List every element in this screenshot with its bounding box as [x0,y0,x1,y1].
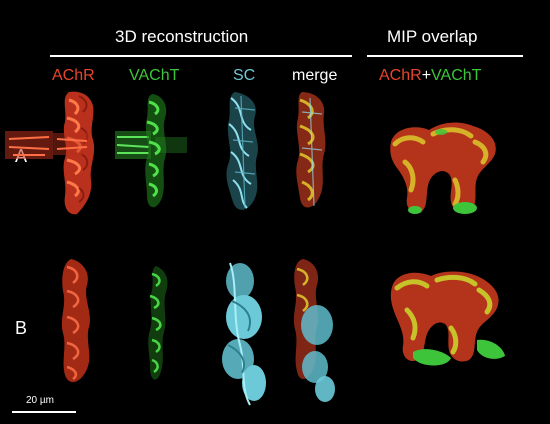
column-label-vacht: VAChT [129,67,180,84]
panel-a-vacht [145,94,167,208]
header-rule-mip [367,55,523,57]
mip-label-vacht: VAChT [431,67,482,84]
header-rule-3d [50,55,352,57]
scale-bar [12,411,76,413]
panel-b-mip-overlap [390,271,505,366]
row-label-b: B [15,318,28,338]
panel-a-merge [296,92,326,208]
panel-b-achr [61,259,90,383]
panel-b-merge [293,259,335,402]
column-label-merge: merge [292,67,338,84]
column-label-sc: SC [233,67,256,84]
header-mip-overlap: MIP overlap [387,27,478,46]
panel-a-sc [226,92,258,210]
panel-b-vacht [148,266,168,380]
column-label-achr: AChR [52,67,95,84]
header-3d-reconstruction: 3D reconstruction [115,27,249,46]
scale-bar-label: 20 µm [26,395,54,406]
panel-a-achr [63,91,95,215]
panel-a-mip-overlap [390,122,496,214]
panel-a-cross-section-strip [5,131,187,159]
panel-b-sc [222,262,266,406]
column-label-mip: AChR+VAChT [379,66,481,86]
mip-label-plus: + [421,67,432,84]
mip-label-achr: AChR [379,67,422,84]
